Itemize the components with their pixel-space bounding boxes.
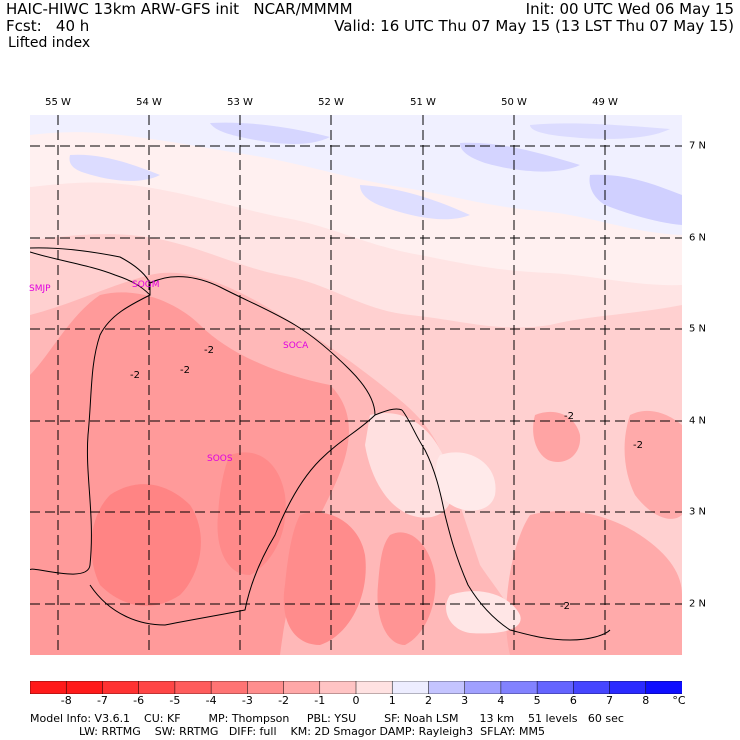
lon-label-49w: 49 W: [592, 97, 618, 108]
colorbar-tick-label: -2: [278, 694, 290, 707]
colorbar-tick-label: 6: [569, 694, 577, 707]
valid-time: Valid: 16 UTC Thu 07 May 15 (13 LST Thu …: [334, 17, 734, 35]
lon-label-55w: 55 W: [45, 97, 71, 108]
colorbar-swatch: [138, 681, 176, 694]
colorbar-tick-label: -1: [314, 694, 326, 707]
field-name: Lifted index: [8, 35, 91, 51]
model-info-line2: LW: RRTMG SW: RRTMG DIFF: full KM: 2D Sm…: [30, 725, 545, 738]
station-label: SMJP: [29, 284, 51, 294]
colorbar-unit: °C: [672, 694, 686, 707]
colorbar-swatch: [319, 681, 357, 694]
lat-label-7n: 7 N: [689, 140, 707, 152]
contour-label: -2: [633, 440, 643, 451]
lon-label-54w: 54 W: [136, 97, 162, 108]
lat-label-6n: 6 N: [689, 232, 707, 244]
colorbar-swatch: [247, 681, 285, 694]
colorbar-swatch: [283, 681, 321, 694]
colorbar-swatch: [30, 681, 67, 694]
colorbar-swatch: [65, 681, 104, 694]
colorbar-swatch: [428, 681, 466, 694]
lon-label-52w: 52 W: [318, 97, 344, 108]
lon-label-53w: 53 W: [227, 97, 253, 108]
colorbar-swatch: [609, 681, 647, 694]
colorbar-tick-label: 8: [642, 694, 650, 707]
colorbar-swatch: [500, 681, 538, 694]
lat-label-2n: 2 N: [689, 598, 707, 610]
colorbar-tick-label: -4: [205, 694, 217, 707]
colorbar-tick-label: -5: [169, 694, 181, 707]
station-label: SOCA: [283, 341, 309, 351]
colorbar-swatch: [573, 681, 611, 694]
colorbar-tick-label: 5: [533, 694, 541, 707]
colorbar-swatch: [391, 681, 430, 694]
colorbar: [30, 681, 682, 694]
lat-label-4n: 4 N: [689, 415, 707, 427]
colorbar-tick-label: -6: [133, 694, 145, 707]
contour-label: -2: [130, 370, 140, 381]
colorbar-tick-label: 7: [606, 694, 614, 707]
colorbar-tick-label: 2: [424, 694, 432, 707]
station-label: SOOS: [207, 454, 233, 464]
lat-label-5n: 5 N: [689, 323, 707, 335]
lon-label-50w: 50 W: [501, 97, 527, 108]
contour-label: -2: [180, 365, 190, 376]
colorbar-tick-label: 4: [497, 694, 505, 707]
init-time: Init: 00 UTC Wed 06 May 15: [525, 0, 734, 18]
colorbar-tick-label: -3: [241, 694, 253, 707]
colorbar-tick-label: -8: [60, 694, 72, 707]
lon-label-51w: 51 W: [410, 97, 436, 108]
colorbar-swatch: [102, 681, 140, 694]
contour-label: -2: [204, 345, 214, 356]
station-label: SOGM: [132, 280, 160, 290]
colorbar-swatch: [210, 681, 249, 694]
forecast-hour: Fcst: 40 h: [6, 17, 90, 35]
colorbar-swatch: [464, 681, 502, 694]
lifted-index-map: -2 -2 -2 -2 -2 -2: [30, 115, 682, 655]
colorbar-tick-label: 1: [388, 694, 396, 707]
colorbar-swatch: [536, 681, 575, 694]
colorbar-tick-label: -7: [96, 694, 108, 707]
lat-label-3n: 3 N: [689, 506, 707, 518]
contour-label: -2: [560, 601, 570, 612]
model-title: HAIC-HIWC 13km ARW-GFS init NCAR/MMMM: [6, 0, 353, 18]
model-info-line1: Model Info: V3.6.1 CU: KF MP: Thompson P…: [30, 712, 624, 725]
colorbar-tick-label: 3: [461, 694, 469, 707]
contour-label: -2: [564, 411, 574, 422]
colorbar-swatch: [645, 681, 682, 694]
colorbar-tick-label: 0: [352, 694, 360, 707]
colorbar-swatch: [174, 681, 212, 694]
colorbar-swatch: [355, 681, 393, 694]
